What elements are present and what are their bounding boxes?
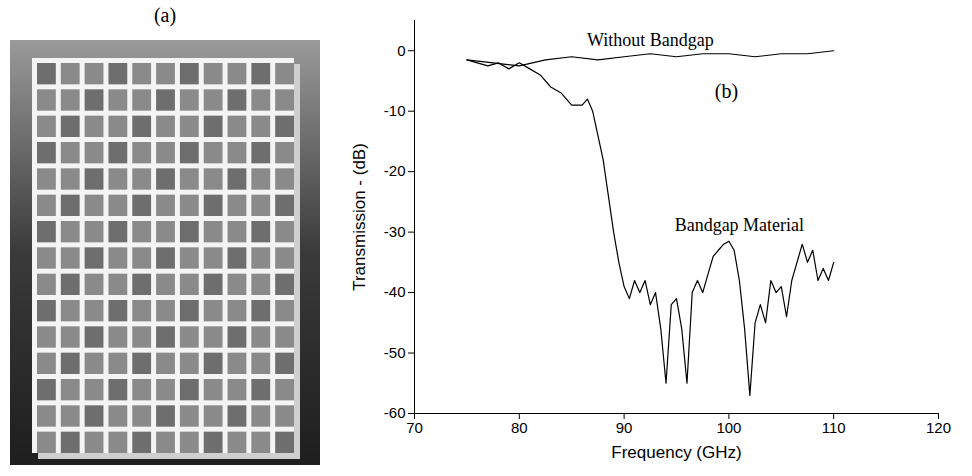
svg-text:Transmission - (dB): Transmission - (dB) — [350, 143, 369, 291]
svg-text:90: 90 — [616, 419, 633, 436]
svg-text:-30: -30 — [384, 223, 406, 240]
svg-text:(b): (b) — [715, 80, 738, 103]
svg-text:100: 100 — [716, 419, 741, 436]
svg-text:Frequency (GHz): Frequency (GHz) — [611, 443, 741, 462]
svg-text:110: 110 — [822, 419, 846, 436]
svg-text:-50: -50 — [384, 344, 406, 361]
svg-text:80: 80 — [511, 419, 528, 436]
svg-text:Bandgap Material: Bandgap Material — [675, 215, 804, 235]
svg-text:-20: -20 — [384, 162, 406, 179]
svg-text:120: 120 — [926, 419, 951, 436]
svg-text:-40: -40 — [384, 283, 406, 300]
svg-text:-10: -10 — [384, 102, 406, 119]
svg-text:-60: -60 — [384, 404, 406, 421]
html-text:(a): (a) — [153, 4, 177, 26]
svg-text:70: 70 — [406, 419, 423, 436]
svg-text:Without Bandgap: Without Bandgap — [587, 30, 714, 50]
svg-text:0: 0 — [397, 42, 405, 59]
